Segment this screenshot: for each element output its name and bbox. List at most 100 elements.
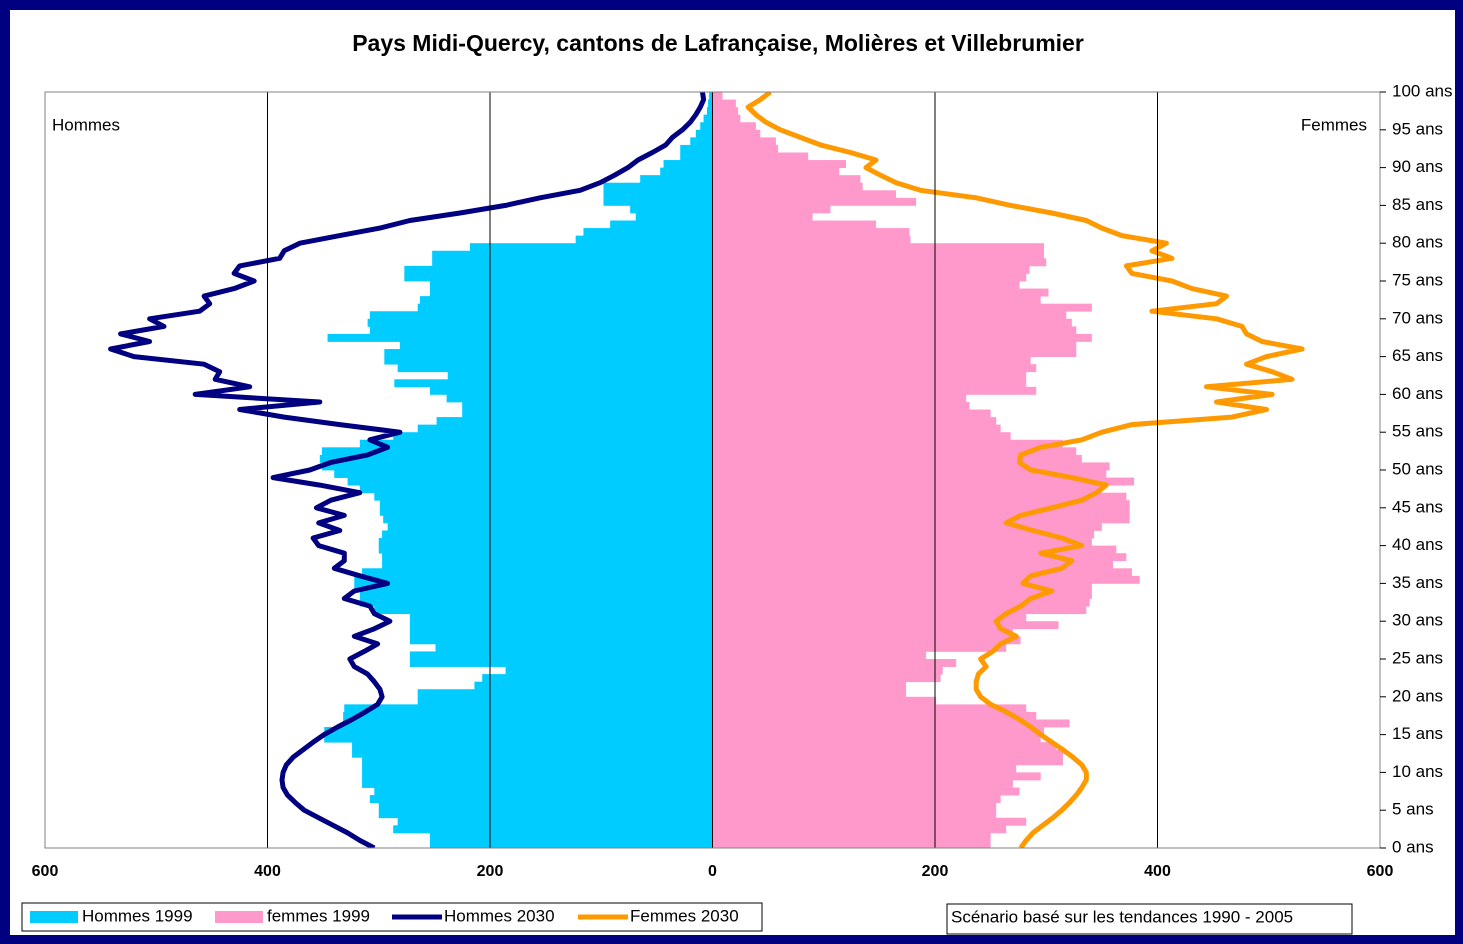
x-tick-label: 200 [922, 863, 949, 880]
annotation: Scénario basé sur les tendances 1990 - 2… [951, 907, 1293, 926]
bar [324, 734, 713, 743]
bar [712, 152, 809, 161]
bar [378, 802, 713, 811]
bar [369, 795, 713, 804]
bar [712, 439, 1063, 448]
bar [446, 394, 713, 403]
bar [712, 492, 1127, 501]
bar [712, 477, 1135, 486]
bar [712, 432, 1011, 441]
bar [640, 175, 713, 184]
bar [712, 545, 1117, 554]
bar [712, 190, 897, 199]
y-tick-label: 80 ans [1392, 233, 1443, 252]
bar [712, 779, 1013, 788]
bar [482, 674, 713, 683]
note-box [946, 903, 1353, 935]
bar [712, 742, 1057, 751]
bar [409, 636, 713, 645]
legend-box [21, 902, 763, 932]
y-tick-label: 65 ans [1392, 346, 1443, 365]
bar [374, 787, 713, 796]
bar [703, 114, 713, 123]
bar [436, 417, 713, 426]
bar [352, 749, 713, 758]
bar [712, 250, 1045, 259]
y-tick-label: 60 ans [1392, 384, 1443, 403]
bar [712, 409, 991, 418]
bar [712, 454, 1082, 463]
bar [712, 228, 910, 237]
bar [369, 311, 713, 320]
bar [469, 243, 713, 252]
line [108, 92, 707, 848]
x-tick-label: 0 [708, 863, 717, 880]
bar [712, 832, 991, 841]
bar [429, 281, 713, 289]
bar [378, 545, 713, 554]
bar [404, 265, 713, 274]
y-tick-label: 25 ans [1392, 648, 1443, 667]
x-tick-label: 400 [254, 863, 281, 880]
bar [712, 175, 861, 184]
bar [399, 341, 713, 350]
bar [712, 772, 1041, 781]
bar [384, 349, 713, 357]
bar [409, 651, 713, 660]
bar [379, 500, 713, 509]
bar [712, 99, 736, 108]
bar [712, 522, 1102, 531]
bar [374, 606, 713, 615]
bar [712, 92, 723, 100]
bar [603, 182, 713, 191]
bar [712, 575, 1140, 584]
bar [387, 522, 713, 531]
y-tick-label: 85 ans [1392, 195, 1443, 214]
plot-area [108, 92, 1305, 848]
bar [712, 568, 1132, 577]
y-tick-label: 40 ans [1392, 535, 1443, 554]
bar [712, 711, 1037, 720]
bar [712, 258, 1047, 267]
bar [712, 500, 1130, 509]
bar [409, 659, 713, 667]
legend-label: femmes 1999 [267, 906, 370, 925]
legend-swatch [215, 911, 263, 923]
bar [354, 575, 713, 584]
bar [712, 485, 1102, 494]
bar [712, 341, 1077, 350]
bar [462, 409, 713, 418]
bar [383, 515, 713, 524]
bar [712, 530, 1095, 539]
bar [712, 303, 1092, 312]
bar [362, 757, 713, 766]
bar [712, 696, 937, 705]
bar [432, 258, 713, 267]
bar [712, 628, 1013, 637]
bar [712, 583, 1092, 592]
bar [344, 704, 713, 713]
bar [712, 757, 1063, 766]
bar [362, 568, 713, 577]
bar [690, 137, 713, 146]
bar [712, 386, 1037, 395]
bar [712, 470, 1107, 478]
bar [712, 674, 941, 683]
bar [712, 447, 1077, 456]
bar [680, 144, 713, 153]
bar [712, 727, 1045, 735]
bar [712, 840, 991, 848]
bar [712, 787, 1020, 796]
bar [712, 681, 907, 690]
bar [378, 810, 713, 819]
y-tick-label: 35 ans [1392, 573, 1443, 592]
bar [343, 711, 713, 720]
y-tick-label: 30 ans [1392, 611, 1443, 630]
bar [367, 318, 713, 327]
bar [680, 152, 713, 161]
bar [635, 212, 713, 221]
bar [712, 326, 1077, 335]
bar [322, 462, 713, 471]
bar [347, 477, 713, 486]
bar [419, 296, 713, 305]
